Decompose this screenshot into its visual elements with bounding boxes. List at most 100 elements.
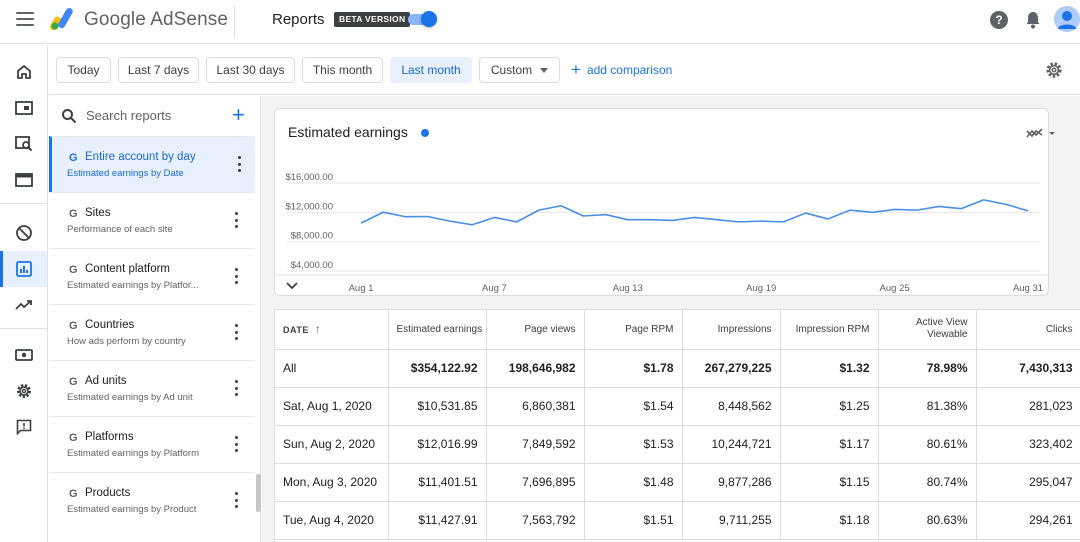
chip-custom-label: Custom bbox=[490, 63, 533, 77]
trending-icon[interactable] bbox=[0, 287, 47, 323]
top-app-bar: Google AdSense Reports BETA VERSION ? bbox=[0, 0, 1080, 44]
table-cell: $1.25 bbox=[780, 387, 879, 426]
chart-type-icon[interactable] bbox=[1025, 125, 1059, 141]
table-cell: $11,427.91 bbox=[388, 501, 487, 540]
chip-today[interactable]: Today bbox=[56, 57, 111, 83]
more-vert-icon[interactable] bbox=[235, 436, 239, 452]
table-cell: Mon, Aug 3, 2020 bbox=[275, 463, 389, 502]
report-name: Countries bbox=[85, 319, 135, 331]
notifications-icon[interactable] bbox=[1024, 10, 1042, 30]
plus-icon: + bbox=[571, 60, 581, 79]
report-description: Estimated earnings by Ad unit bbox=[67, 392, 193, 403]
adsense-logo-icon[interactable] bbox=[50, 8, 76, 30]
table-cell: $1.53 bbox=[584, 425, 683, 464]
report-name: Ad units bbox=[85, 375, 127, 387]
report-name: Platforms bbox=[85, 431, 134, 443]
column-header-label: Estimated earnings bbox=[396, 323, 483, 335]
column-header[interactable]: DATE ↑ bbox=[275, 310, 389, 350]
chip-last-7-days[interactable]: Last 7 days bbox=[118, 57, 199, 83]
google-g-icon: G bbox=[69, 376, 78, 388]
collapse-chevron-icon[interactable] bbox=[285, 281, 299, 291]
series-dot bbox=[421, 129, 429, 137]
more-vert-icon[interactable] bbox=[235, 268, 239, 284]
column-header[interactable]: Page RPM bbox=[584, 310, 683, 350]
report-description: Estimated earnings by Platfor... bbox=[67, 280, 199, 291]
column-header-label: Clicks bbox=[1045, 323, 1073, 335]
column-header-label: Impression RPM bbox=[795, 323, 870, 335]
navigation-rail bbox=[0, 45, 48, 542]
report-item-entire-account-by-day[interactable]: G Entire account by day Estimated earnings… bbox=[49, 136, 255, 192]
page-title: Reports bbox=[272, 11, 325, 28]
report-item-ad-units[interactable]: G Ad units Estimated earnings by Ad unit bbox=[49, 360, 255, 416]
menu-icon[interactable] bbox=[16, 12, 34, 26]
account-avatar[interactable] bbox=[1054, 6, 1080, 32]
feedback-icon[interactable] bbox=[0, 409, 47, 445]
more-vert-icon[interactable] bbox=[235, 380, 239, 396]
inspector-icon[interactable] bbox=[0, 126, 47, 162]
report-search[interactable]: Search reports + bbox=[49, 96, 261, 136]
add-comparison-label: add comparison bbox=[586, 63, 673, 77]
home-icon[interactable] bbox=[0, 54, 47, 90]
brand-name[interactable]: Google AdSense bbox=[84, 9, 229, 30]
table-cell: 9,877,286 bbox=[682, 463, 781, 502]
payments-icon[interactable] bbox=[0, 337, 47, 373]
chip-this-month[interactable]: This month bbox=[302, 57, 383, 83]
table-row: Mon, Aug 3, 2020 $11,401.51 7,696,895 $1.48… bbox=[275, 463, 1080, 502]
column-header-label: Page RPM bbox=[625, 323, 674, 335]
reports-icon[interactable] bbox=[0, 251, 47, 287]
table-cell: 198,646,982 bbox=[486, 349, 585, 388]
browser-icon[interactable] bbox=[0, 162, 47, 198]
chip-last-30-days[interactable]: Last 30 days bbox=[206, 57, 295, 83]
help-icon[interactable]: ? bbox=[990, 11, 1008, 29]
table-cell: Sat, Aug 1, 2020 bbox=[275, 387, 389, 426]
total-row: All $354,122.92 198,646,982 $1.78 267,279,22… bbox=[275, 349, 1080, 388]
report-item-content-platform[interactable]: G Content platform Estimated earnings by P… bbox=[49, 248, 255, 304]
table-cell: 10,244,721 bbox=[682, 425, 781, 464]
report-settings-icon[interactable] bbox=[1044, 60, 1064, 80]
add-comparison-button[interactable]: + add comparison bbox=[571, 57, 672, 83]
settings-icon[interactable] bbox=[0, 373, 47, 409]
report-item-countries[interactable]: G Countries How ads perform by country bbox=[49, 304, 255, 360]
more-vert-icon[interactable] bbox=[235, 492, 239, 508]
column-header[interactable]: Impressions bbox=[682, 310, 781, 350]
report-item-platforms[interactable]: G Platforms Estimated earnings by Platform bbox=[49, 416, 255, 472]
more-vert-icon[interactable] bbox=[238, 156, 242, 172]
beta-toggle[interactable] bbox=[407, 11, 437, 27]
chip-custom[interactable]: Custom bbox=[479, 57, 560, 83]
column-header[interactable]: Page views bbox=[486, 310, 585, 350]
column-header-label: Active View Viewable bbox=[915, 317, 968, 341]
search-input[interactable]: Search reports bbox=[86, 108, 172, 123]
column-header[interactable]: Impression RPM bbox=[780, 310, 879, 350]
column-header-label: Page views bbox=[524, 323, 576, 335]
chip-last-month[interactable]: Last month bbox=[390, 57, 472, 83]
more-vert-icon[interactable] bbox=[235, 324, 239, 340]
table-cell: Tue, Aug 4, 2020 bbox=[275, 501, 389, 540]
earnings-series-line[interactable] bbox=[360, 199, 1029, 226]
column-header[interactable]: Estimated earnings bbox=[388, 310, 487, 350]
ads-icon[interactable] bbox=[0, 90, 47, 126]
y-tick-label: $16,000.00 bbox=[285, 172, 333, 183]
x-tick-label: Aug 19 bbox=[746, 283, 776, 294]
table-cell: 9,711,255 bbox=[682, 501, 781, 540]
column-header[interactable]: Active View Viewable bbox=[878, 310, 977, 350]
add-report-icon[interactable]: + bbox=[232, 102, 245, 127]
column-header[interactable]: Clicks bbox=[976, 310, 1080, 350]
report-table: DATE ↑ Estimated earnings Page views Page RP… bbox=[274, 309, 1080, 542]
table-cell: 80.61% bbox=[878, 425, 977, 464]
report-item-products[interactable]: G Products Estimated earnings by Product bbox=[49, 472, 255, 528]
more-vert-icon[interactable] bbox=[235, 212, 239, 228]
table-cell: 80.63% bbox=[878, 501, 977, 540]
report-item-sites[interactable]: G Sites Performance of each site bbox=[49, 192, 255, 248]
table-cell: 7,849,592 bbox=[486, 425, 585, 464]
table-cell: All bbox=[275, 349, 389, 388]
google-g-icon: G bbox=[69, 152, 78, 164]
google-g-icon: G bbox=[69, 208, 78, 220]
sort-arrow-icon[interactable]: ↑ bbox=[314, 322, 322, 337]
table-cell: $1.32 bbox=[780, 349, 879, 388]
table-cell: $1.18 bbox=[780, 501, 879, 540]
report-description: How ads perform by country bbox=[67, 336, 186, 347]
block-icon[interactable] bbox=[0, 215, 47, 251]
chart-title: Estimated earnings bbox=[288, 124, 408, 140]
table-cell: $1.17 bbox=[780, 425, 879, 464]
panel-scrollbar[interactable] bbox=[256, 474, 261, 512]
